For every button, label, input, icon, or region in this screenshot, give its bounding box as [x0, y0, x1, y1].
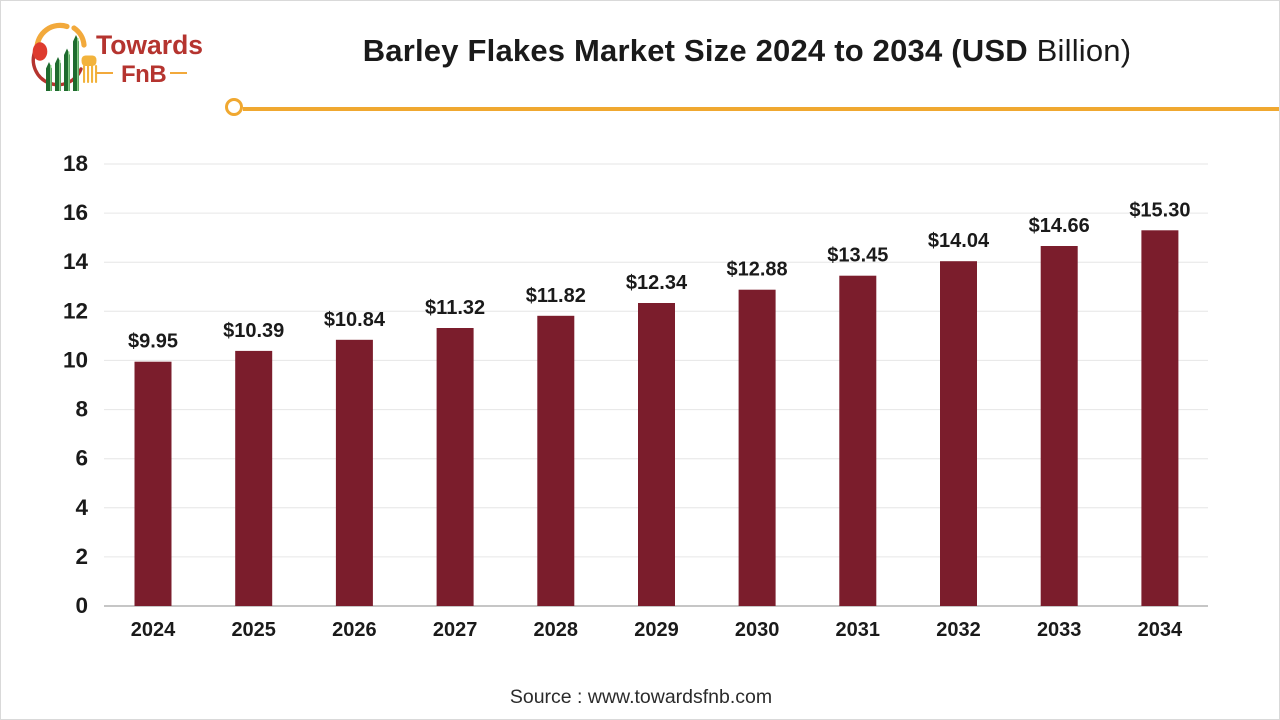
svg-text:$11.82: $11.82 — [526, 285, 586, 307]
svg-text:2: 2 — [75, 544, 88, 569]
svg-text:14: 14 — [63, 249, 89, 274]
svg-text:2029: 2029 — [634, 619, 679, 641]
svg-text:10: 10 — [63, 347, 88, 372]
svg-text:$14.66: $14.66 — [1029, 215, 1090, 237]
svg-text:2030: 2030 — [735, 619, 780, 641]
svg-text:0: 0 — [75, 593, 88, 618]
svg-text:$13.45: $13.45 — [827, 245, 888, 267]
svg-text:12: 12 — [63, 298, 88, 323]
svg-text:2033: 2033 — [1037, 619, 1082, 641]
svg-text:$12.88: $12.88 — [727, 259, 788, 281]
svg-text:2026: 2026 — [332, 619, 377, 641]
svg-text:2031: 2031 — [836, 619, 881, 641]
svg-text:2025: 2025 — [231, 619, 276, 641]
svg-text:16: 16 — [63, 200, 88, 225]
svg-text:$12.34: $12.34 — [626, 272, 688, 294]
svg-text:$10.84: $10.84 — [324, 309, 386, 331]
svg-text:$14.04: $14.04 — [928, 230, 990, 252]
svg-text:6: 6 — [75, 446, 88, 471]
svg-text:8: 8 — [75, 397, 88, 422]
svg-text:$10.39: $10.39 — [223, 320, 284, 342]
svg-text:4: 4 — [75, 495, 88, 520]
svg-text:$11.32: $11.32 — [425, 297, 485, 319]
svg-text:$9.95: $9.95 — [128, 331, 178, 353]
svg-text:2028: 2028 — [534, 619, 579, 641]
svg-text:2027: 2027 — [433, 619, 478, 641]
svg-text:18: 18 — [63, 151, 88, 176]
svg-text:2024: 2024 — [131, 619, 176, 641]
svg-text:2032: 2032 — [936, 619, 981, 641]
svg-text:$15.30: $15.30 — [1129, 199, 1190, 221]
svg-text:2034: 2034 — [1138, 619, 1183, 641]
